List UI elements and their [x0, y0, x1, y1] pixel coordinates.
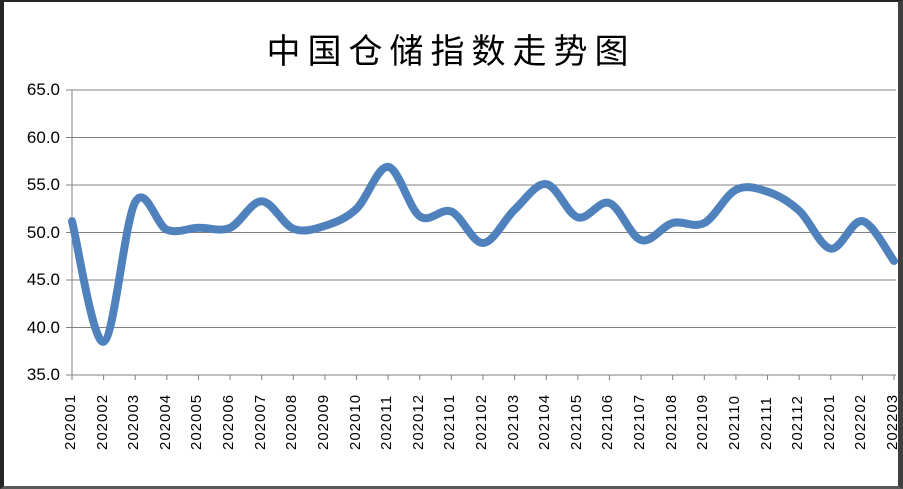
- x-tick-label: 202011: [378, 395, 396, 450]
- y-tick-label: 40.0: [26, 317, 60, 337]
- x-tick-label: 202012: [409, 393, 427, 450]
- x-tick-label: 202106: [599, 393, 617, 450]
- y-tick-label: 65.0: [26, 80, 60, 99]
- x-tick-label: 202007: [251, 393, 269, 450]
- x-tick-label: 202102: [473, 393, 490, 450]
- x-tick-label: 202201: [820, 393, 838, 450]
- x-tick-label: 202009: [314, 393, 332, 450]
- x-tick-label: 202105: [567, 393, 585, 450]
- x-tick-label: 202008: [283, 393, 301, 450]
- y-tick-label: 55.0: [26, 175, 60, 194]
- x-tick-label: 202005: [188, 393, 206, 450]
- y-tick-label: 50.0: [26, 222, 60, 242]
- x-tick-label: 202112: [789, 395, 807, 450]
- x-tick-label: 202104: [536, 393, 554, 450]
- x-tick-label: 202103: [504, 393, 522, 450]
- x-tick-label: 202111: [757, 396, 775, 450]
- index-line: [68, 162, 898, 346]
- x-tick-label: 202110: [725, 395, 743, 450]
- x-tick-label: 202109: [694, 393, 712, 450]
- x-tick-label: 202101: [441, 393, 459, 450]
- x-tick-label: 202002: [93, 393, 111, 450]
- x-tick-label: 202004: [156, 393, 174, 450]
- x-tick-label: 202108: [662, 393, 680, 450]
- x-tick-label: 202010: [346, 393, 364, 450]
- x-tick-label: 202203: [884, 393, 901, 450]
- x-tick-label: 202006: [220, 393, 238, 450]
- y-tick-label: 35.0: [26, 365, 60, 384]
- x-tick-label: 202107: [631, 393, 649, 450]
- plot-area: [66, 89, 898, 380]
- x-tick-label: 202003: [125, 393, 143, 450]
- x-tick-label: 202202: [852, 393, 870, 450]
- y-tick-label: 60.0: [26, 127, 60, 147]
- chart-title: 中国仓储指数走势图: [266, 32, 636, 72]
- x-tick-label: 202001: [62, 393, 79, 450]
- y-tick-label: 45.0: [26, 270, 60, 289]
